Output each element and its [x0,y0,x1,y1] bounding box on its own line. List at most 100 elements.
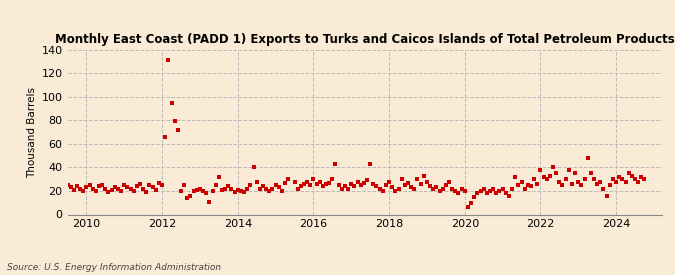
Point [176,189,186,193]
Point [173,127,184,132]
Point [163,58,173,62]
Point [421,179,432,184]
Point [608,177,618,181]
Point [526,184,537,188]
Point [289,179,300,184]
Point [573,179,584,184]
Point [374,186,385,191]
Point [254,186,265,191]
Title: Monthly East Coast (PADD 1) Exports to Turks and Caicos Islands of Total Petrole: Monthly East Coast (PADD 1) Exports to T… [55,32,674,46]
Point [340,184,350,188]
Point [81,185,92,189]
Point [485,189,495,193]
Point [460,189,470,193]
Point [103,190,114,194]
Point [251,179,262,184]
Point [614,175,624,179]
Point [564,167,574,172]
Point [346,182,356,186]
Point [532,182,543,186]
Point [72,184,82,188]
Point [630,177,641,181]
Point [151,188,161,192]
Point [315,179,325,184]
Point [109,185,120,189]
Point [125,186,136,191]
Point [362,178,373,183]
Point [560,177,571,181]
Point [201,191,212,196]
Point [138,186,148,191]
Point [270,183,281,187]
Point [147,185,158,189]
Point [431,185,441,189]
Point [277,189,288,193]
Point [188,189,199,193]
Point [56,186,67,191]
Point [368,182,379,186]
Point [377,189,388,193]
Point [450,189,461,193]
Point [541,177,552,181]
Point [358,180,369,185]
Point [122,185,133,189]
Y-axis label: Thousand Barrels: Thousand Barrels [28,87,37,177]
Point [179,183,190,187]
Point [226,186,237,191]
Point [623,171,634,175]
Point [387,185,398,189]
Point [409,186,420,191]
Point [355,183,366,187]
Point [194,186,205,191]
Point [500,191,511,196]
Point [128,189,139,193]
Point [185,193,196,198]
Point [636,175,647,179]
Point [601,193,612,198]
Point [428,186,439,191]
Point [87,186,98,191]
Point [626,174,637,178]
Point [113,186,124,191]
Point [258,184,269,188]
Point [453,191,464,196]
Point [59,184,70,188]
Point [106,188,117,192]
Point [115,189,126,193]
Point [364,162,375,166]
Point [68,188,79,192]
Point [456,186,467,191]
Point [236,189,246,193]
Point [557,183,568,187]
Point [371,184,382,188]
Point [141,190,152,194]
Point [78,189,88,193]
Point [415,182,426,186]
Point [472,191,483,196]
Point [396,177,407,181]
Point [261,186,271,191]
Point [90,189,101,193]
Point [321,182,331,186]
Point [230,190,240,194]
Point [494,189,505,193]
Point [447,186,458,191]
Point [292,186,303,191]
Point [157,183,167,187]
Point [554,179,565,184]
Point [504,193,514,198]
Text: Source: U.S. Energy Information Administration: Source: U.S. Energy Information Administ… [7,263,221,272]
Point [317,184,328,188]
Point [330,162,341,166]
Point [418,174,429,178]
Point [273,185,284,189]
Point [425,184,435,188]
Point [412,177,423,181]
Point [245,183,256,187]
Point [182,196,193,200]
Point [134,182,145,186]
Point [579,177,590,181]
Point [132,184,142,188]
Point [169,119,180,123]
Point [529,177,539,181]
